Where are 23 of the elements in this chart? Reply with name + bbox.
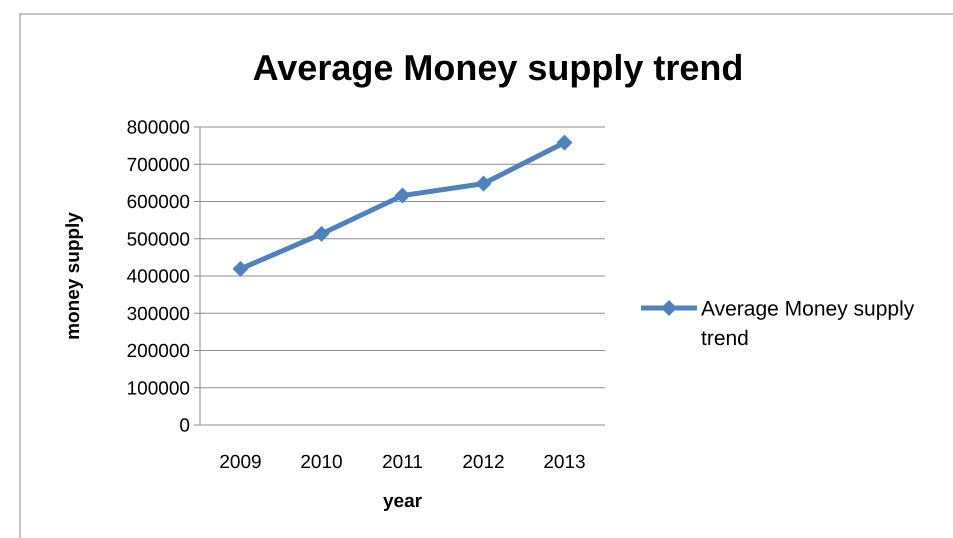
x-tick-label: 2012 (462, 452, 505, 473)
point (394, 188, 410, 204)
y-tick-label: 200000 (126, 341, 190, 362)
y-tick-label: 600000 (126, 192, 190, 214)
y-tick-label: 700000 (126, 154, 190, 176)
x-tick-label: 2009 (219, 452, 262, 473)
y-tick-label: 500000 (126, 229, 190, 250)
y-axis-title: money supply (63, 212, 84, 340)
point (556, 134, 572, 151)
y-tick-label: 800000 (126, 118, 190, 139)
x-axis-title: year (382, 491, 423, 512)
point (476, 176, 492, 192)
chart-title: Average Money supply trend (252, 47, 744, 88)
y-tick-label: 100000 (126, 378, 190, 400)
x-tick-label: 2011 (382, 452, 423, 473)
legend-label: Average Money supply trend (701, 297, 915, 350)
y-tick-label: 400000 (126, 266, 190, 288)
x-tick-label: 2010 (300, 452, 343, 473)
y-tick-label: 0 (179, 416, 190, 437)
y-tick-label: 300000 (126, 304, 190, 325)
point (314, 226, 330, 242)
point (232, 260, 248, 277)
x-tick-label: 2013 (543, 452, 586, 473)
